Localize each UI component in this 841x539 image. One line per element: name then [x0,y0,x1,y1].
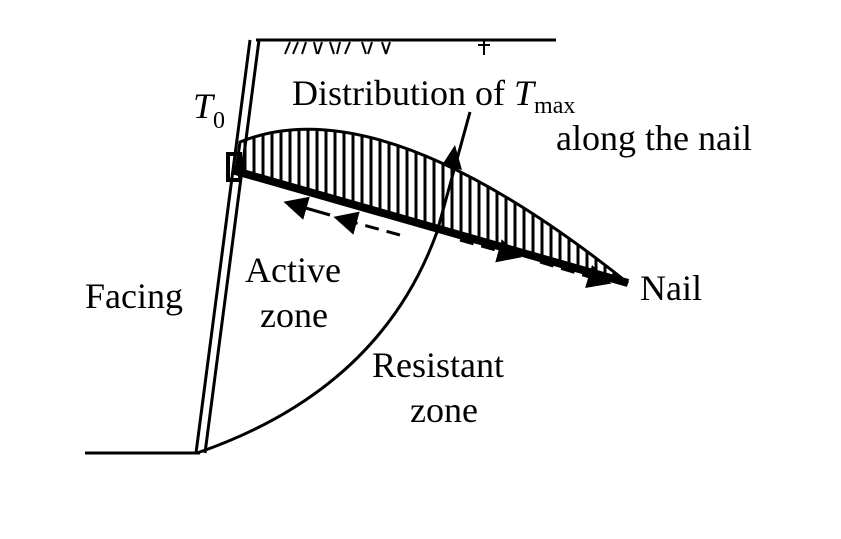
ground [85,38,556,455]
distribution-label: Distribution of Tmax [292,73,575,119]
nail-bar [230,166,630,287]
active-zone-label: zone [260,295,328,335]
arrow-right [459,238,522,263]
failure-surface [196,111,472,455]
resistant-zone-label: Resistant [372,345,504,385]
arrow-left [333,211,401,237]
active-zone-label: Active [245,250,341,290]
vegetation [284,41,391,55]
symbol: T [193,86,216,126]
marker [478,40,490,55]
tmax-arrow [442,145,462,170]
nail-label: Nail [640,268,702,308]
text: Distribution of [292,73,514,113]
symbol: T [514,73,537,113]
t0-label: T0 [193,86,225,134]
subscript: 0 [213,108,225,134]
facing-outer [194,39,252,454]
facing-wall [194,39,261,454]
resistant-zone-label: zone [410,390,478,430]
arrow-left [283,196,331,220]
subscript: max [534,93,575,119]
tmax-distribution [234,127,629,285]
distribution-label-line2: along the nail [556,118,752,158]
shear-arrows [283,196,612,289]
arrow-right [539,260,612,289]
nail-head [226,152,242,182]
facing-label: Facing [85,276,183,316]
facing-inner [203,39,261,454]
